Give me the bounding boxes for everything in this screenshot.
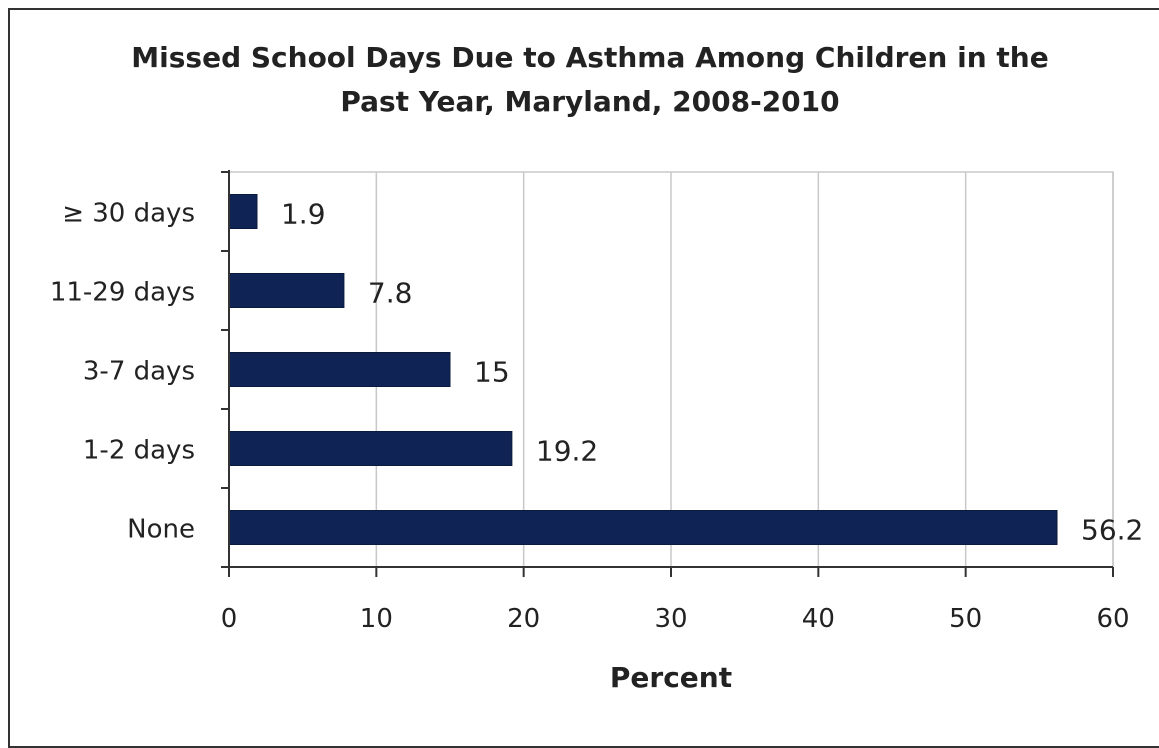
chart-title: Missed School Days Due to Asthma Among C…: [0, 36, 1159, 124]
y-category-label: 1-2 days: [83, 436, 195, 466]
y-category-label: None: [127, 515, 195, 545]
data-label: 15: [474, 356, 510, 389]
bar: [228, 431, 513, 466]
x-tick-label: 40: [802, 604, 835, 634]
data-label: 7.8: [368, 277, 413, 310]
x-tick-label: 10: [360, 604, 393, 634]
labels: 0 10 20 30 40 50 60 ≥ 30 days 1.9 11-29 days 7.8 3-…: [50, 198, 1144, 635]
axes: [221, 170, 1114, 577]
y-category-label: 11-29 days: [50, 278, 195, 308]
x-axis-title: Percent: [610, 661, 732, 694]
x-tick-label: 50: [949, 604, 982, 634]
chart-title-line2: Past Year, Maryland, 2008-2010: [340, 85, 840, 118]
x-tick-label: 0: [221, 604, 238, 634]
chart-frame: [8, 8, 1159, 748]
bar: [228, 510, 1058, 545]
chart-title-line1: Missed School Days Due to Asthma Among C…: [131, 41, 1049, 74]
y-category-label: 3-7 days: [83, 357, 195, 387]
bar: [228, 194, 258, 229]
data-label: 19.2: [536, 435, 598, 468]
bars: [228, 194, 1058, 545]
data-label: 1.9: [281, 198, 326, 231]
x-tick-label: 30: [654, 604, 687, 634]
x-tick-label: 60: [1096, 604, 1129, 634]
data-label: 56.2: [1081, 514, 1143, 547]
y-category-label: ≥ 30 days: [62, 199, 195, 229]
bar: [228, 273, 345, 308]
bar: [228, 352, 451, 387]
x-tick-label: 20: [507, 604, 540, 634]
